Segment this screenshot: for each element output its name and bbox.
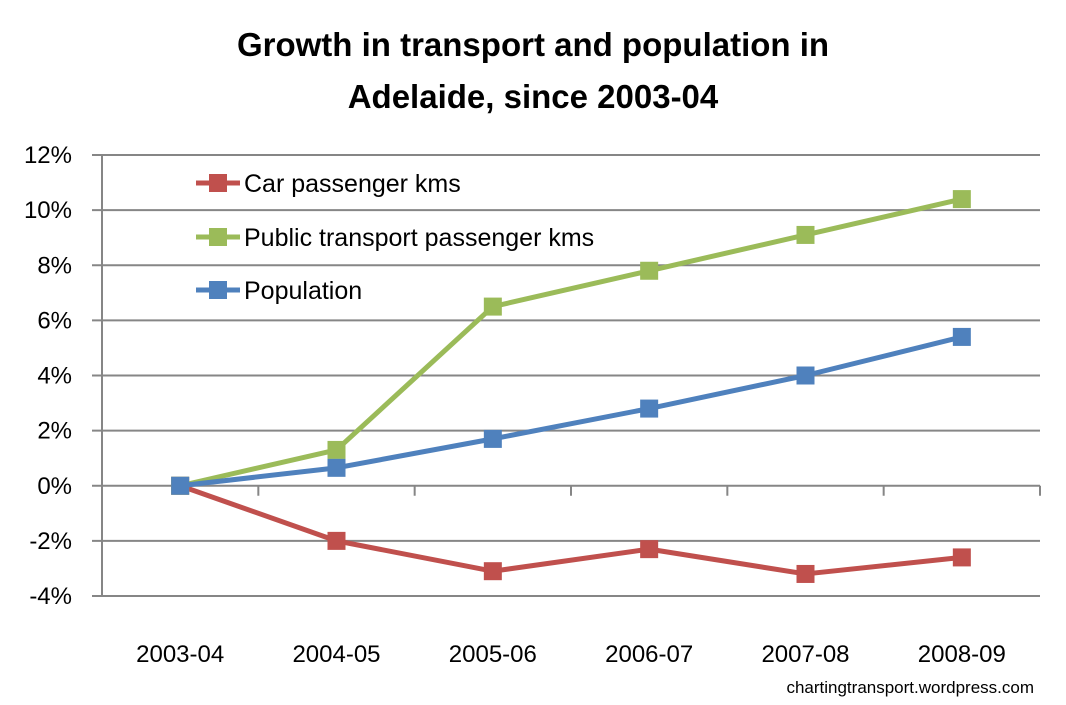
series-line [179, 334, 963, 489]
data-point [640, 540, 659, 559]
data-point [952, 327, 971, 346]
data-point [171, 476, 190, 495]
y-tick-label: 10% [24, 197, 72, 224]
y-tick-label: -4% [29, 583, 72, 610]
y-tick-label: -2% [29, 528, 72, 555]
legend-label: Car passenger kms [244, 170, 461, 198]
chart-title-line-2: Adelaide, since 2003-04 [348, 78, 719, 115]
data-point [952, 548, 971, 567]
legend-marker [209, 174, 227, 192]
data-point [483, 562, 502, 581]
y-tick-label: 12% [24, 142, 72, 169]
y-tick-label: 2% [37, 418, 72, 445]
data-point [952, 190, 971, 209]
data-point [796, 366, 815, 385]
y-tick-label: 6% [37, 307, 72, 334]
data-point [327, 458, 346, 477]
x-tick-label: 2008-09 [918, 641, 1006, 668]
x-tick-label: 2005-06 [449, 641, 537, 668]
legend-item: Car passenger kms [196, 170, 461, 198]
legend-marker [209, 228, 227, 246]
y-tick-label: 4% [37, 363, 72, 390]
legend-label: Population [244, 277, 362, 305]
series-population [171, 327, 971, 495]
data-point [327, 440, 346, 459]
legend-item: Public transport passenger kms [196, 224, 594, 252]
credit-text: chartingtransport.wordpress.com [786, 678, 1034, 697]
x-tick-label: 2004-05 [292, 641, 380, 668]
data-point [640, 261, 659, 280]
data-point [327, 531, 346, 550]
series-line [179, 483, 963, 577]
series-line [179, 196, 963, 489]
x-tick-label: 2006-07 [605, 641, 693, 668]
data-point [796, 564, 815, 583]
legend-marker [209, 281, 227, 299]
chart-title-line-1: Growth in transport and population in [237, 26, 829, 63]
series-car-passenger-kms [171, 476, 971, 583]
legend-label: Public transport passenger kms [244, 224, 594, 252]
data-point [640, 399, 659, 418]
y-tick-label: 8% [37, 252, 72, 279]
data-point [796, 225, 815, 244]
legend-item: Population [196, 277, 362, 305]
x-tick-label: 2007-08 [761, 641, 849, 668]
data-point [483, 297, 502, 316]
x-tick-label: 2003-04 [136, 641, 224, 668]
data-point [483, 429, 502, 448]
y-tick-label: 0% [37, 473, 72, 500]
